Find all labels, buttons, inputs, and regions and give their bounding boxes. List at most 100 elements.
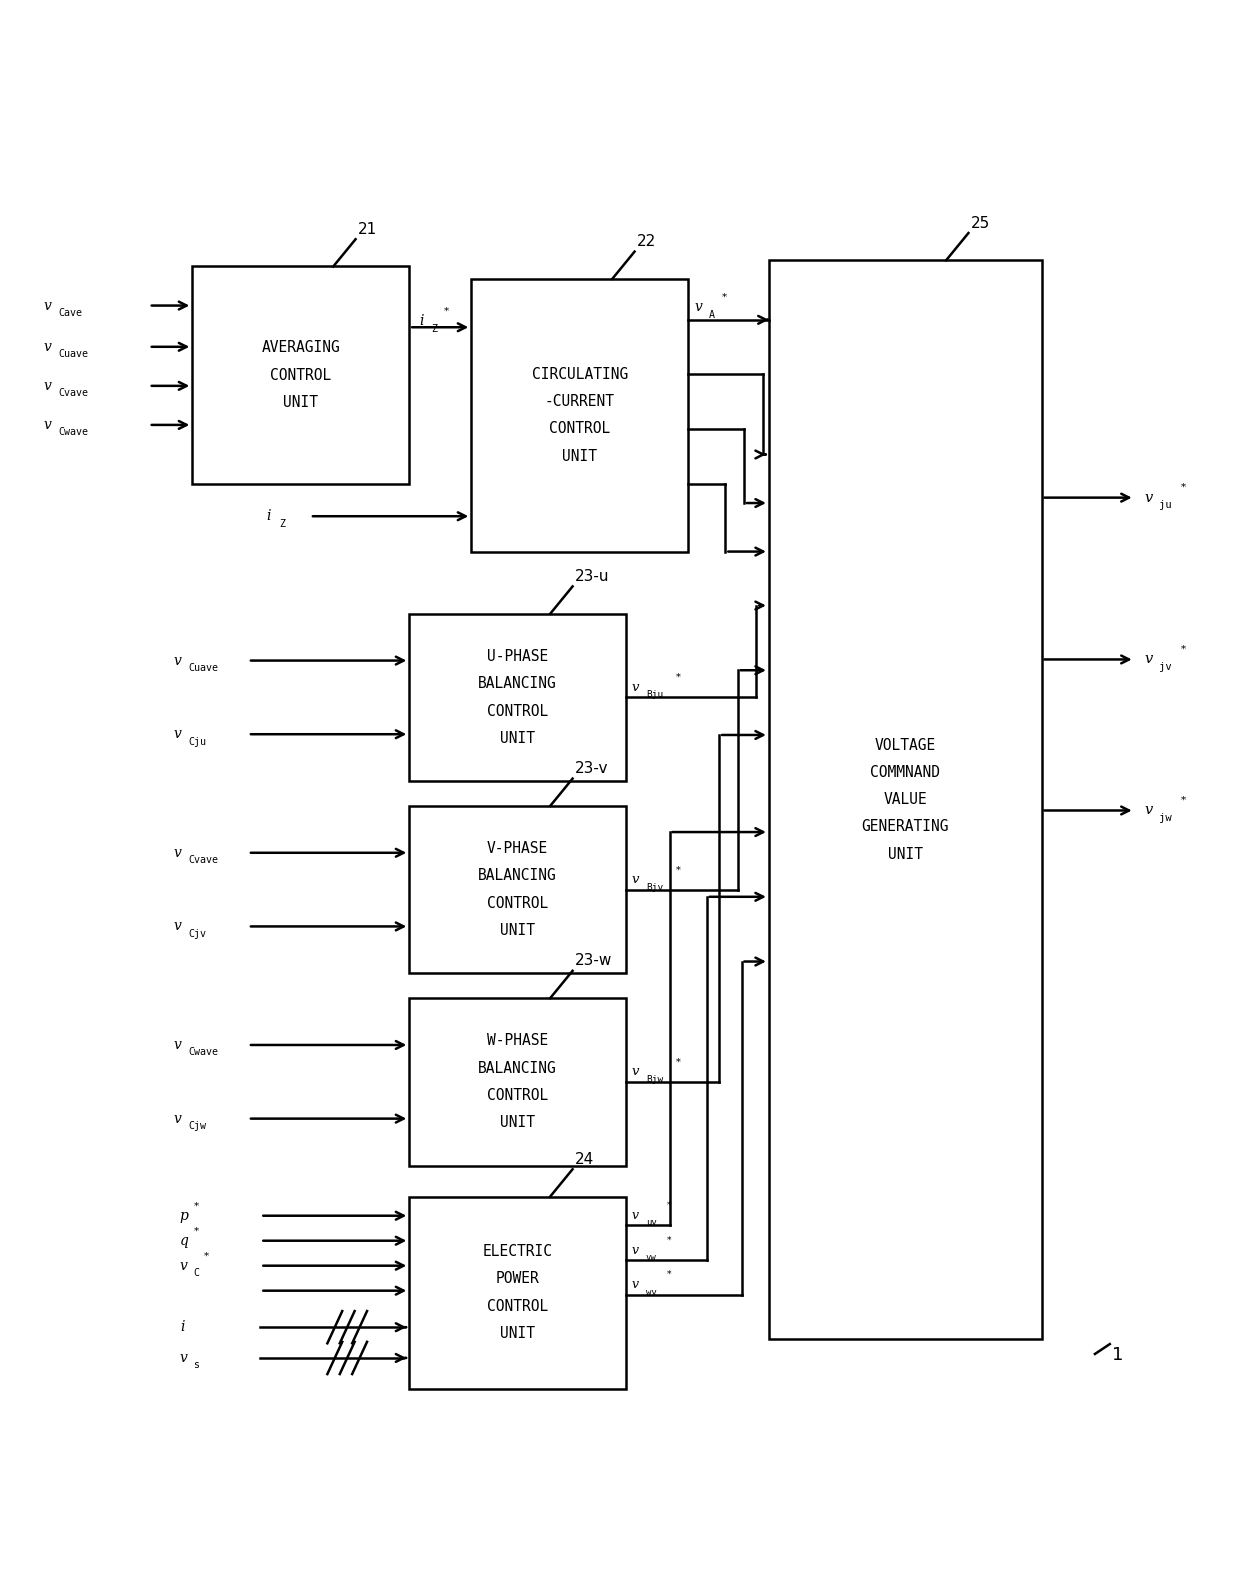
Text: v: v xyxy=(174,919,181,933)
Text: UNIT: UNIT xyxy=(562,449,598,463)
Text: v: v xyxy=(1145,652,1153,667)
Text: v: v xyxy=(174,846,181,860)
Text: v: v xyxy=(174,727,181,741)
Text: 25: 25 xyxy=(971,216,991,230)
Text: *: * xyxy=(203,1251,208,1260)
Text: s: s xyxy=(193,1360,200,1371)
Text: UNIT: UNIT xyxy=(500,924,536,938)
Text: i: i xyxy=(419,314,424,329)
Text: v: v xyxy=(43,417,51,432)
Text: 24: 24 xyxy=(575,1152,594,1166)
Text: wv: wv xyxy=(646,1287,657,1297)
Text: v: v xyxy=(1145,803,1153,817)
Text: BALANCING: BALANCING xyxy=(479,868,557,884)
Text: COMMNAND: COMMNAND xyxy=(870,765,940,779)
Text: v: v xyxy=(180,1351,187,1365)
Text: v: v xyxy=(43,379,51,394)
Text: *: * xyxy=(193,1201,198,1211)
Text: *: * xyxy=(667,1236,672,1244)
Text: v: v xyxy=(631,1065,639,1079)
Bar xyxy=(409,1197,626,1389)
Text: *: * xyxy=(676,1057,681,1066)
Text: v: v xyxy=(694,300,702,314)
Text: VALUE: VALUE xyxy=(883,792,928,808)
Text: *: * xyxy=(676,865,681,874)
Text: uv: uv xyxy=(646,1219,657,1227)
Text: Cwave: Cwave xyxy=(188,1047,218,1057)
Text: U-PHASE: U-PHASE xyxy=(487,649,548,663)
Text: *: * xyxy=(1180,482,1185,492)
Bar xyxy=(409,806,626,973)
Text: CONTROL: CONTROL xyxy=(487,1298,548,1314)
Bar xyxy=(192,267,409,484)
Text: Bjw: Bjw xyxy=(646,1074,663,1084)
Bar xyxy=(409,998,626,1165)
Text: *: * xyxy=(722,294,727,302)
Text: V-PHASE: V-PHASE xyxy=(487,841,548,855)
Text: v: v xyxy=(631,873,639,886)
Text: CIRCULATING: CIRCULATING xyxy=(532,367,627,382)
Text: UNIT: UNIT xyxy=(888,847,923,862)
Text: jw: jw xyxy=(1159,813,1172,824)
Text: *: * xyxy=(667,1270,672,1279)
Text: q: q xyxy=(180,1233,188,1247)
Text: POWER: POWER xyxy=(496,1271,539,1287)
Text: 23-u: 23-u xyxy=(575,570,610,584)
Bar xyxy=(471,279,688,552)
Text: CONTROL: CONTROL xyxy=(487,1089,548,1103)
Text: Cave: Cave xyxy=(58,308,82,317)
Text: Bju: Bju xyxy=(646,690,663,700)
Text: Z: Z xyxy=(432,324,438,333)
Text: 1: 1 xyxy=(1112,1346,1123,1363)
Text: v: v xyxy=(180,1258,187,1273)
Text: UNIT: UNIT xyxy=(500,732,536,746)
Text: i: i xyxy=(180,1320,185,1335)
Text: v: v xyxy=(1145,490,1153,505)
Text: BALANCING: BALANCING xyxy=(479,676,557,692)
Text: *: * xyxy=(1180,644,1185,654)
Text: *: * xyxy=(444,306,449,316)
Text: Z: Z xyxy=(279,519,285,528)
Bar xyxy=(409,614,626,781)
Text: A: A xyxy=(709,309,715,321)
Text: CONTROL: CONTROL xyxy=(487,703,548,719)
Text: Cjv: Cjv xyxy=(188,928,207,940)
Text: UNIT: UNIT xyxy=(500,1327,536,1341)
Text: CONTROL: CONTROL xyxy=(549,422,610,436)
Text: -CURRENT: -CURRENT xyxy=(544,394,615,409)
Text: ELECTRIC: ELECTRIC xyxy=(482,1244,553,1258)
Text: *: * xyxy=(667,1201,672,1209)
Text: Cuave: Cuave xyxy=(58,349,88,359)
Text: CONTROL: CONTROL xyxy=(270,368,331,382)
Text: v: v xyxy=(631,1278,639,1292)
Text: v: v xyxy=(631,1244,639,1257)
Text: W-PHASE: W-PHASE xyxy=(487,1033,548,1049)
Text: v: v xyxy=(631,681,639,694)
Text: v: v xyxy=(631,1209,639,1222)
Text: v: v xyxy=(174,1111,181,1125)
Text: Bjv: Bjv xyxy=(646,882,663,892)
Text: i: i xyxy=(267,509,272,524)
Text: *: * xyxy=(1180,797,1185,805)
Text: v: v xyxy=(43,298,51,313)
Text: AVERAGING: AVERAGING xyxy=(262,340,340,355)
Text: jv: jv xyxy=(1159,662,1172,671)
Text: Cvave: Cvave xyxy=(58,389,88,398)
Text: Cvave: Cvave xyxy=(188,855,218,865)
Bar xyxy=(769,260,1042,1339)
Text: p: p xyxy=(180,1209,188,1222)
Text: GENERATING: GENERATING xyxy=(862,819,949,835)
Text: Cuave: Cuave xyxy=(188,663,218,673)
Text: v: v xyxy=(174,1038,181,1052)
Text: BALANCING: BALANCING xyxy=(479,1060,557,1076)
Text: v: v xyxy=(174,654,181,668)
Text: UNIT: UNIT xyxy=(283,395,319,409)
Text: VOLTAGE: VOLTAGE xyxy=(874,738,936,752)
Text: 22: 22 xyxy=(637,235,656,249)
Text: Cjw: Cjw xyxy=(188,1120,207,1132)
Text: vw: vw xyxy=(646,1254,657,1262)
Text: Cwave: Cwave xyxy=(58,427,88,438)
Text: CONTROL: CONTROL xyxy=(487,895,548,911)
Text: *: * xyxy=(193,1227,198,1235)
Text: 23-w: 23-w xyxy=(575,954,613,968)
